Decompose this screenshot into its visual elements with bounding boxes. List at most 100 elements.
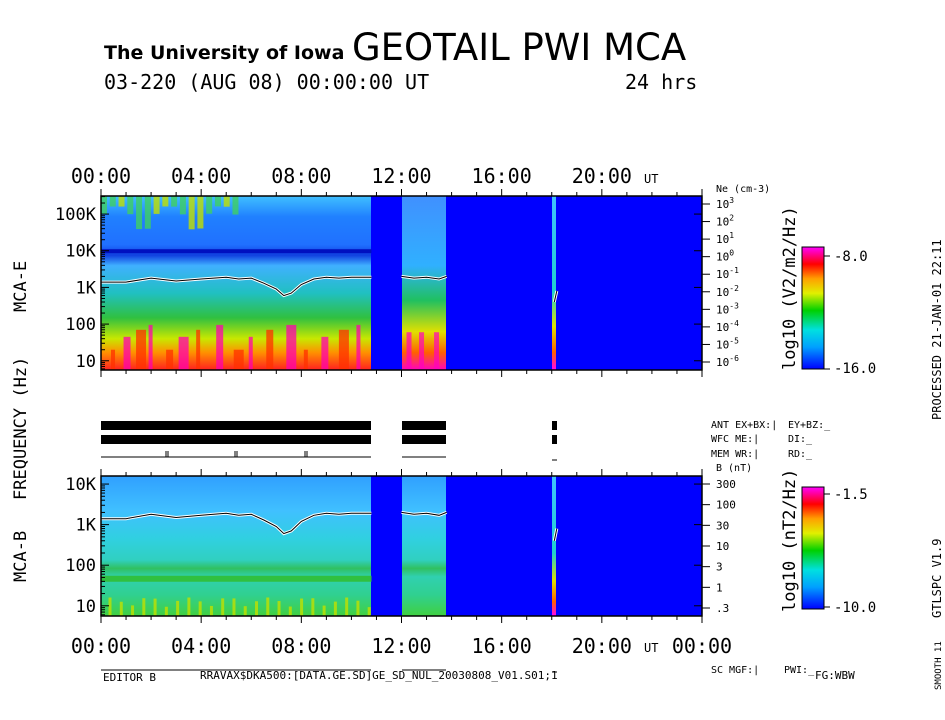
y-tick-label: 1K: [76, 278, 97, 298]
mca-b-spike-streak: [243, 606, 247, 616]
plasma-frequency-line-spike-core: [553, 290, 558, 303]
mca-b-spike-streak: [345, 597, 349, 616]
duration-label: 24 hrs: [625, 70, 697, 94]
mode-mem-value: RD:_: [788, 449, 813, 460]
bottom-time-tick-label: 00:00: [71, 634, 131, 658]
mca-e-streak: [338, 329, 349, 370]
mca-b-colorbar-max: -1.5: [834, 487, 868, 503]
mode-status-table: ANT EX+BX:| EY+BZ:_ WFC ME:| DI:_ MEM WR…: [711, 420, 831, 460]
mca-e-streak: [303, 349, 308, 370]
plasma-frequency-line-core: [101, 276, 372, 297]
y-tick-label: 100: [65, 556, 96, 576]
mca-b-colorbar-fill: [801, 486, 825, 610]
mca-e-streak: [196, 329, 201, 370]
right-axis-tick-label: 10-1: [716, 266, 739, 281]
mca-e-streak: [148, 324, 153, 370]
mca-e-label: MCA-E: [11, 261, 31, 312]
mca-b-spike-streak: [209, 605, 213, 616]
mca-e-colorbar-label: log10 (V2/m2/Hz): [780, 206, 800, 370]
mode-ant-value: EY+BZ:_: [788, 420, 831, 431]
mca-e-highband: [188, 196, 195, 230]
mca-b-spike-streak: [119, 601, 123, 616]
wfc-bar-2: [402, 435, 446, 444]
mca-b-spike-streak: [142, 598, 146, 616]
mca-b-y-ticks: 10K 1K 100 10: [65, 475, 702, 617]
program-version: GTLSPC V1.9: [930, 539, 944, 618]
mca-b-panel: 10K 1K 100 10 300 100 30 10 3 1 .3 B (nT): [65, 463, 752, 623]
mca-e-colorbar-max: -8.0: [834, 249, 868, 265]
right-axis-tick-label: 10-6: [716, 354, 739, 369]
mca-e-streak: [216, 324, 224, 370]
mca-e-streak: [286, 324, 297, 370]
mca-b-spike-streak: [300, 598, 304, 616]
mode-mem-label: MEM WR:|: [711, 449, 759, 460]
ant-bar-2: [402, 421, 446, 430]
mca-e-spike: [552, 196, 556, 370]
right-axis-tick-label: 1: [716, 581, 723, 594]
mca-e-streak: [248, 336, 253, 370]
mca-b-top-ticks: [100, 469, 703, 623]
y-tick-label: 10: [76, 597, 96, 617]
mca-b-colorbar-label: log10 (nT2/Hz): [780, 469, 800, 612]
mca-b-spectrum-block-late: [402, 476, 446, 616]
mca-e-highband: [162, 196, 169, 207]
mca-b-spike-streak: [232, 598, 236, 616]
mode-bars: [101, 421, 557, 461]
mca-e-streak: [123, 336, 131, 370]
mca-b-spike-streak: [266, 597, 270, 616]
mca-e-highband: [153, 196, 160, 214]
top-time-tick-label: 16:00: [472, 164, 532, 188]
mca-b-colorbar: -1.5 -10.0 log10 (nT2/Hz): [780, 469, 876, 616]
mca-e-highband: [179, 196, 186, 215]
mode-ant-label: ANT EX+BX:|: [711, 420, 777, 431]
mca-e-streak: [111, 349, 116, 370]
mca-b-fp-line-core: [101, 512, 372, 535]
mca-e-late-streak: [434, 332, 440, 370]
right-axis-tick-label: 101: [716, 231, 734, 246]
mca-e-right-axis-label: Ne (cm-3): [716, 184, 770, 195]
mca-e-right-ticks: 103 102 101 100 10-1 10-2 10-3 10-4 10-5 10-6: [702, 196, 739, 369]
mca-e-highband: [136, 196, 143, 230]
bottom-time-tick-label: 04:00: [171, 634, 231, 658]
mca-e-highband: [232, 196, 239, 215]
mca-e-highband: [171, 196, 178, 207]
y-tick-label: 100K: [55, 205, 97, 225]
y-tick-label: 10: [76, 352, 96, 372]
mode-wfc-label: WFC ME:|: [711, 434, 759, 445]
mca-e-y-ticks: 100K 10K 1K 100 10: [55, 196, 702, 372]
mca-e-texture-late: [406, 332, 440, 370]
mca-e-texture: [101, 196, 372, 370]
mca-b-spike-streak: [153, 598, 157, 616]
mca-b-spike-streak: [176, 600, 180, 616]
data-file-path: RRAVAX$DKA500:[DATA.GE.SD]GE_SD_NUL_2003…: [200, 669, 558, 682]
mca-e-colorbar: -8.0 -16.0 log10 (V2/m2/Hz): [780, 206, 876, 377]
right-axis-tick-label: 10-3: [716, 301, 739, 316]
right-axis-tick-label: 100: [716, 249, 734, 264]
mca-b-spike-streak: [198, 601, 202, 616]
bottom-time-tick-label: 12:00: [371, 634, 431, 658]
mca-b-spike-streak: [131, 605, 135, 616]
top-axis-unit: UT: [644, 172, 658, 186]
ant-bar-3: [552, 421, 557, 430]
mca-e-highband: [101, 196, 107, 215]
mca-b-fp-line-late-core: [401, 511, 447, 516]
top-time-tick-label: 20:00: [572, 164, 632, 188]
sc-mgf-label: SC MGF:|: [711, 665, 759, 676]
right-axis-tick-label: 10: [716, 540, 729, 553]
pwi-status-label: PWI:_: [784, 665, 815, 676]
mca-e-streak: [266, 329, 274, 370]
mca-e-highband: [118, 196, 125, 207]
right-axis-tick-label: 10-4: [716, 319, 739, 334]
top-time-tick-label: 08:00: [271, 164, 331, 188]
processed-timestamp: PROCESSED 21-JAN-01 22:11: [930, 239, 944, 420]
right-axis-tick-label: 3: [716, 561, 723, 574]
bottom-axis-unit: UT: [644, 641, 658, 655]
mca-b-spectrum-block: [101, 476, 371, 616]
mca-b-spike-streak: [187, 597, 191, 616]
smooth-label: SMOOTH 11: [934, 641, 944, 690]
mca-e-highband: [109, 196, 116, 207]
mca-e-highband: [223, 196, 230, 207]
mca-b-spike-streak: [277, 601, 281, 616]
mca-b-spike: [552, 476, 556, 616]
